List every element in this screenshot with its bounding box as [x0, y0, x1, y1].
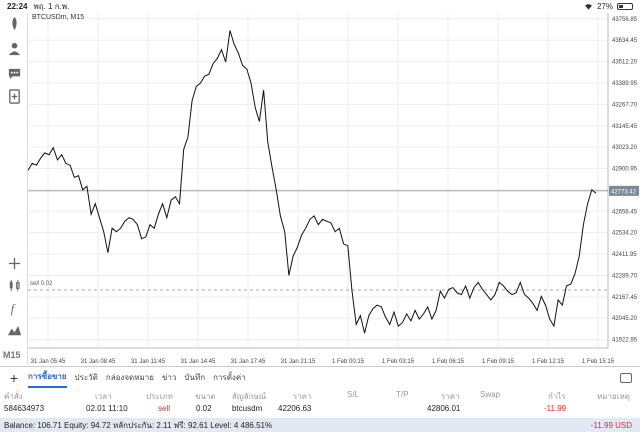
y-tick-label: 43756.85	[612, 17, 638, 23]
tab-mailbox[interactable]: กล่องจดหมาย	[105, 373, 154, 382]
col-price: ราคา	[293, 392, 312, 401]
y-tick-label: 43512.20	[612, 60, 638, 66]
y-tick-label: 41922.95	[612, 338, 638, 344]
bottom-bar	[0, 433, 640, 447]
wifi-icon	[584, 4, 592, 10]
indicators-icon[interactable]: f	[6, 300, 22, 316]
x-tick-label: 1 Feb 06:15	[432, 359, 465, 365]
table-row[interactable]: 584634973 02.01 11:10 sell 0.02 btcusdm …	[0, 402, 640, 416]
cell-current-price: 42806.01	[427, 404, 461, 413]
current-price-tag	[609, 185, 639, 196]
col-comment: หมายเหตุ	[597, 392, 630, 401]
add-icon[interactable]: +	[9, 369, 19, 386]
current-price-tag-label: 42773.42	[611, 189, 637, 195]
x-tick-label: 1 Feb 00:15	[332, 359, 365, 365]
cell-profit: -11.99	[544, 404, 567, 413]
tab-settings[interactable]: การตั้งค่า	[213, 373, 246, 382]
col-swap: Swap	[480, 390, 501, 399]
battery-fill	[619, 5, 623, 8]
col-sl: S/L	[347, 390, 360, 399]
battery-percent: 27%	[596, 2, 613, 11]
cell-type: sell	[158, 404, 171, 413]
col-tp: T/P	[396, 390, 409, 399]
x-tick-label: 31 Jan 05:45	[31, 359, 66, 365]
col-current-price: ราคา	[441, 392, 460, 401]
expand-icon[interactable]	[620, 372, 632, 383]
cell-size: 0.02	[196, 404, 212, 413]
person-add-icon[interactable]	[6, 40, 22, 56]
x-tick-label: 31 Jan 14:45	[181, 359, 216, 365]
tab-journal[interactable]: บันทึก	[184, 373, 206, 382]
tab-history[interactable]: ประวัติ	[74, 373, 98, 382]
tab-trade[interactable]: การซื้อขาย	[28, 367, 67, 388]
table-header: คำสั่ง เวลา ประเภท ขนาด สัญลักษณ์ ราคา S…	[0, 388, 640, 402]
status-time: 22:24	[7, 2, 28, 11]
y-tick-label: 42656.45	[612, 209, 638, 215]
col-time: เวลา	[95, 392, 112, 401]
crosshair-icon[interactable]	[6, 15, 22, 31]
y-tick-label: 42900.95	[612, 167, 638, 173]
new-order-icon[interactable]	[6, 88, 22, 104]
y-tick-label: 42411.95	[612, 252, 637, 258]
tab-news[interactable]: ข่าว	[161, 373, 177, 382]
x-tick-label: 1 Feb 09:15	[482, 359, 515, 365]
x-tick-label: 1 Feb 12:15	[532, 359, 565, 365]
x-tick-label: 31 Jan 21:15	[281, 359, 316, 365]
x-tick-label: 1 Feb 15:15	[582, 359, 615, 365]
col-size: ขนาด	[195, 392, 216, 401]
price-chart[interactable]: 31 Jan 05:45 31 Jan 08:45 31 Jan 11:45 31 J…	[28, 13, 640, 365]
y-tick-label: 42534.20	[612, 231, 638, 237]
battery-icon	[617, 3, 633, 10]
y-tick-label: 43023.20	[612, 145, 638, 151]
balance-text: Balance: 106.71 Equity: 94.72 หลักประกัน…	[4, 420, 273, 430]
status-bar: 22:24 พฤ. 1 ก.พ. 27%	[0, 0, 640, 13]
svg-text:f: f	[10, 302, 15, 316]
y-tick-label: 42045.20	[612, 316, 638, 322]
cell-time: 02.01 11:10	[86, 404, 128, 413]
col-order: คำสั่ง	[4, 392, 23, 401]
price-series-line	[28, 30, 597, 334]
terminal-tabs: + การซื้อขาย ประวัติ กล่องจดหมาย ข่าว บั…	[0, 366, 640, 388]
total-profit: -11.99 USD	[590, 420, 632, 430]
cell-order: 584634973	[4, 404, 45, 413]
x-tick-label: 31 Jan 08:45	[81, 359, 116, 365]
x-tick-label: 1 Feb 03:15	[382, 359, 415, 365]
timeframe-label[interactable]: M15	[3, 350, 21, 360]
tool-sidebar: f M15	[0, 13, 28, 365]
col-type: ประเภท	[146, 392, 173, 401]
status-date: พฤ. 1 ก.พ.	[33, 2, 70, 11]
y-tick-label: 43267.70	[612, 102, 638, 108]
cell-price: 42206.63	[278, 404, 312, 413]
chat-icon[interactable]	[6, 65, 22, 81]
col-symbol: สัญลักษณ์	[232, 392, 267, 401]
candles-icon[interactable]	[6, 277, 22, 293]
cell-symbol: btcusdm	[232, 404, 263, 413]
y-tick-label: 42289.70	[612, 273, 638, 279]
objects-icon[interactable]	[6, 322, 22, 338]
y-tick-label: 42167.45	[612, 295, 638, 301]
crosshair-tool-icon[interactable]	[6, 255, 22, 271]
chart-symbol: BTCUSDm, M15	[32, 14, 85, 21]
x-tick-label: 31 Jan 11:45	[131, 359, 166, 365]
y-tick-label: 43634.45	[612, 38, 638, 44]
x-tick-label: 31 Jan 17:45	[231, 359, 266, 365]
chart-canvas[interactable]: 31 Jan 05:45 31 Jan 08:45 31 Jan 11:45 31 J…	[28, 13, 640, 365]
col-profit: กำไร	[548, 392, 566, 401]
position-label: sell 0.02	[30, 281, 53, 287]
y-tick-label: 43145.45	[612, 124, 638, 130]
y-tick-label: 43389.95	[612, 81, 638, 87]
balance-bar: Balance: 106.71 Equity: 94.72 หลักประกัน…	[0, 418, 640, 432]
